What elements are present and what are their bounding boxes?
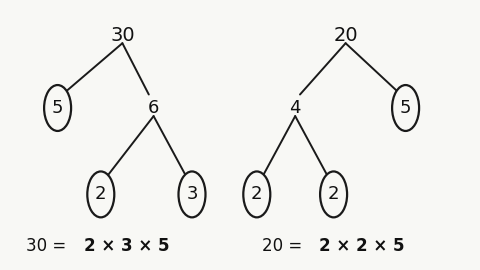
Text: 6: 6 — [148, 99, 159, 117]
Ellipse shape — [179, 171, 205, 217]
Text: 2: 2 — [251, 185, 263, 203]
Text: 2: 2 — [95, 185, 107, 203]
Ellipse shape — [243, 171, 270, 217]
Ellipse shape — [392, 85, 419, 131]
Text: 2 × 2 × 5: 2 × 2 × 5 — [319, 237, 405, 255]
Text: 2 × 3 × 5: 2 × 3 × 5 — [84, 237, 169, 255]
Text: 20 =: 20 = — [262, 237, 307, 255]
Text: 2: 2 — [328, 185, 339, 203]
Ellipse shape — [320, 171, 347, 217]
Ellipse shape — [87, 171, 114, 217]
Text: 3: 3 — [186, 185, 198, 203]
Text: 5: 5 — [400, 99, 411, 117]
Text: 20: 20 — [333, 26, 358, 45]
Text: 5: 5 — [52, 99, 63, 117]
Text: 30 =: 30 = — [26, 237, 72, 255]
Ellipse shape — [44, 85, 71, 131]
Text: 4: 4 — [289, 99, 301, 117]
Text: 30: 30 — [110, 26, 135, 45]
